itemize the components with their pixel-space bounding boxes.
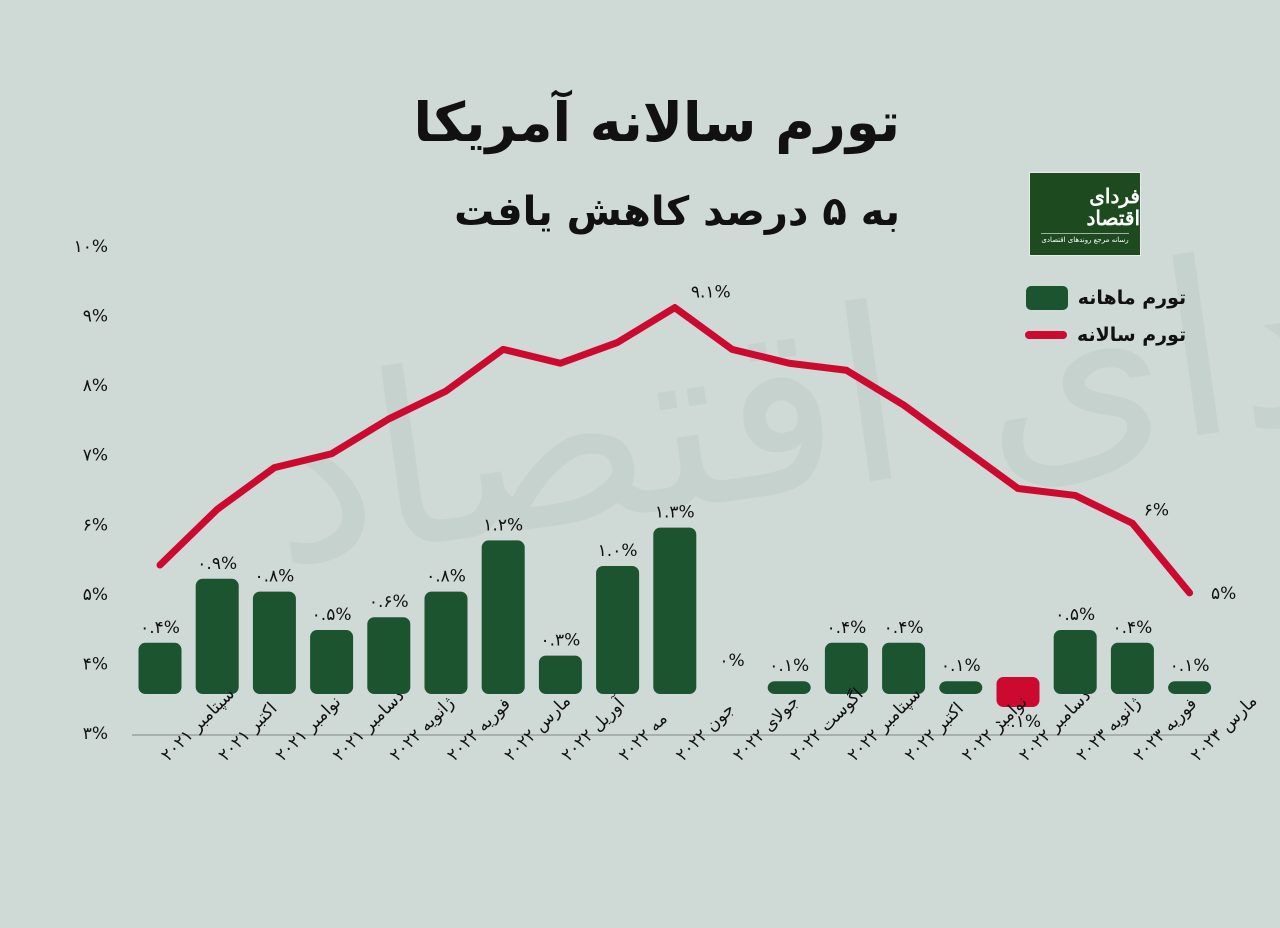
legend-item-monthly: تورم ماهانه: [1025, 286, 1186, 310]
bar-monthly: [367, 617, 411, 694]
bar-value-label: ۰%: [719, 651, 744, 671]
chart-subtitle: به ۵ درصد کاهش یافت: [454, 189, 900, 235]
bar-value-label: ۰.۵%: [1055, 605, 1095, 625]
bar-monthly: [939, 681, 983, 694]
chart-title: تورم سالانه آمریکا: [413, 91, 900, 154]
y-tick-label: ۸%: [83, 376, 108, 396]
legend-bar-swatch-icon: [1025, 286, 1068, 310]
logo-tagline: رسانه مرجع روندهای اقتصادی: [1041, 232, 1129, 244]
y-tick-label: ۷%: [83, 446, 108, 466]
annual-inflation-line: [156, 304, 1194, 597]
bar-monthly: [1053, 630, 1097, 694]
bar-monthly: [596, 566, 640, 694]
bar-value-label: ۰.۸%: [254, 567, 294, 587]
bar-value-label: ۰.۵%: [312, 605, 352, 625]
bar-monthly: [1168, 681, 1212, 694]
bar-value-label: ۰.۴%: [140, 618, 180, 638]
bar-monthly: [1110, 642, 1154, 694]
bar-value-label: ۰.۱%: [769, 656, 809, 676]
bar-monthly: [310, 630, 354, 694]
bar-monthly: [424, 591, 468, 694]
bar-monthly: [195, 578, 239, 694]
legend-label-monthly: تورم ماهانه: [1077, 287, 1187, 309]
y-tick-label: ۳%: [83, 724, 108, 744]
bar-monthly: [767, 681, 811, 694]
line-value-label: ۵%: [1211, 584, 1236, 604]
bar-monthly: [653, 527, 697, 694]
bar-value-label: ۱.۳%: [655, 503, 695, 523]
bar-monthly: [538, 655, 582, 694]
bar-value-label: ۰.۱%: [941, 656, 981, 676]
bar-monthly: [138, 642, 182, 694]
bar-value-label: ۰.۴%: [826, 618, 866, 638]
logo-brand: فردای اقتصاد: [1086, 183, 1141, 230]
legend-label-annual: تورم سالانه: [1077, 324, 1187, 346]
x-category-label: جون ۲۰۲۲: [672, 699, 738, 765]
bar-monthly: [481, 540, 525, 694]
bar-value-label: ۰.۳%: [540, 631, 580, 651]
bar-value-label: ۰.۶%: [369, 592, 409, 612]
bar-value-label: ۰.۱%: [1170, 656, 1210, 676]
x-category-label: مارس ۲۰۲۳: [1187, 691, 1261, 765]
chart-legend: تورم ماهانه تورم سالانه: [1025, 286, 1186, 360]
bar-value-label: ۱.۰%: [598, 541, 638, 561]
legend-line-swatch-icon: [1025, 331, 1067, 339]
bar-monthly: [252, 591, 296, 694]
publisher-logo: فردای اقتصاد رسانه مرجع روندهای اقتصادی: [1029, 172, 1141, 256]
bar-value-label: ۰.۴%: [884, 618, 924, 638]
bar-value-label: -۰.۱%: [995, 712, 1041, 732]
y-tick-label: ۵%: [83, 585, 108, 605]
bar-monthly: [882, 642, 926, 694]
line-value-label: ۹.۱%: [691, 283, 731, 303]
bar-monthly-negative: [996, 677, 1040, 707]
bar-monthly: [824, 642, 868, 694]
bar-value-label: ۰.۹%: [197, 554, 237, 574]
y-tick-label: ۶%: [83, 515, 108, 535]
line-value-label: ۶%: [1144, 500, 1169, 520]
y-tick-label: ۹%: [83, 307, 108, 327]
y-tick-label: ۱۰%: [74, 237, 108, 257]
y-tick-label: ۴%: [83, 654, 108, 674]
x-category-label: مه ۲۰۲۲: [615, 709, 672, 766]
bar-value-label: ۰.۴%: [1112, 618, 1152, 638]
bar-value-label: ۱.۲%: [483, 515, 523, 535]
bar-value-label: ۰.۸%: [426, 567, 466, 587]
legend-item-annual: تورم سالانه: [1025, 324, 1186, 346]
